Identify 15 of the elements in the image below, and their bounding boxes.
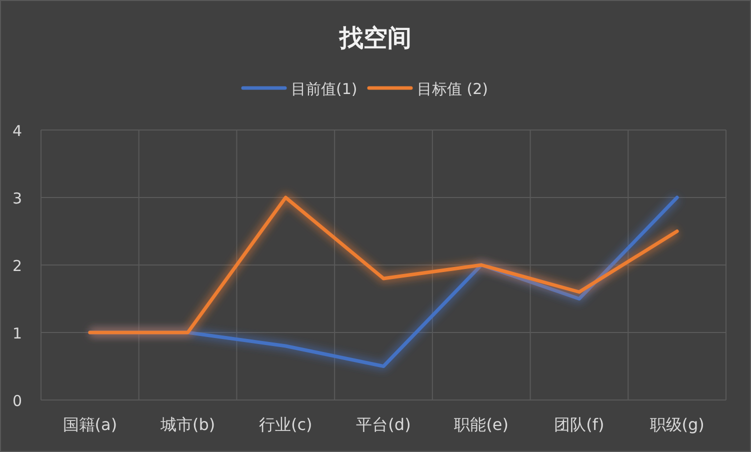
y-tick-label: 4 <box>12 122 22 140</box>
x-tick-label: 城市(b) <box>159 415 216 434</box>
legend-label: 目前值(1) <box>291 80 358 98</box>
x-tick-label: 行业(c) <box>259 415 312 434</box>
y-tick-label: 3 <box>12 190 22 208</box>
x-tick-label: 职能(e) <box>454 415 509 434</box>
y-tick-label: 0 <box>12 392 22 410</box>
y-tick-label: 1 <box>12 324 22 342</box>
x-tick-label: 平台(d) <box>356 415 411 434</box>
legend-label: 目标值 (2) <box>417 80 488 98</box>
x-tick-label: 国籍(a) <box>62 415 118 434</box>
x-tick-label: 职级(g) <box>650 415 704 434</box>
chart-title: 找空间 <box>338 24 412 52</box>
y-tick-label: 2 <box>12 257 22 275</box>
x-tick-label: 团队(f) <box>554 415 604 434</box>
